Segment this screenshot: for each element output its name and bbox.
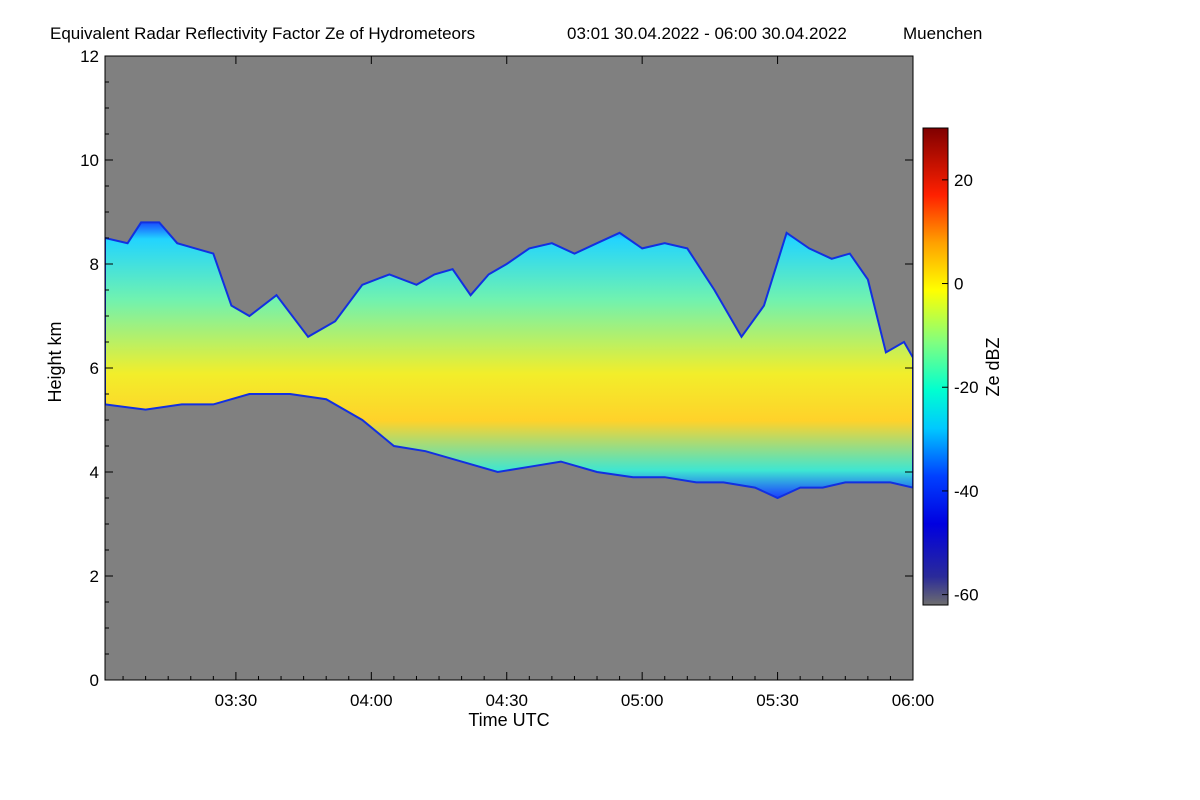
colorbar-ticks: -60 -40 -20 0 20 <box>942 171 979 605</box>
chart-time-range: 03:01 30.04.2022 - 06:00 30.04.2022 <box>567 24 847 43</box>
chart-title: Equivalent Radar Reflectivity Factor Ze … <box>50 24 475 43</box>
x-axis-label: Time UTC <box>468 710 549 730</box>
colorbar-tick-label: 20 <box>954 171 973 190</box>
x-tick-label: 05:00 <box>621 691 664 710</box>
cloud-layer-group <box>105 221 913 500</box>
y-tick-label: 0 <box>90 671 99 690</box>
x-axis-ticks: 03:30 04:00 04:30 05:00 05:30 06:00 <box>122 56 935 710</box>
colorbar-label: Ze dBZ <box>983 337 1003 396</box>
y-axis-ticks: 0 2 4 6 8 10 12 <box>80 47 913 690</box>
y-tick-label: 2 <box>90 567 99 586</box>
y-axis-label: Height km <box>45 321 65 402</box>
colorbar-tick-label: -40 <box>954 482 979 501</box>
y-tick-label: 12 <box>80 47 99 66</box>
colorbar-gradient <box>922 127 949 606</box>
x-tick-label: 05:30 <box>756 691 799 710</box>
x-tick-label: 04:00 <box>350 691 393 710</box>
colorbar-tick-label: 0 <box>954 275 963 294</box>
y-tick-label: 4 <box>90 463 99 482</box>
cloud-layer <box>105 221 913 500</box>
chart-location: Muenchen <box>903 24 982 43</box>
y-tick-label: 6 <box>90 359 99 378</box>
x-tick-label: 06:00 <box>892 691 935 710</box>
y-tick-label: 10 <box>80 151 99 170</box>
colorbar-tick-label: -20 <box>954 378 979 397</box>
x-tick-label: 04:30 <box>485 691 528 710</box>
plot-area: 03:30 04:00 04:30 05:00 05:30 06:00 0 2 4 6 8 10 12 <box>80 47 934 710</box>
x-tick-label: 03:30 <box>215 691 258 710</box>
colorbar-tick-label: -60 <box>954 586 979 605</box>
y-tick-label: 8 <box>90 255 99 274</box>
colorbar: -60 -40 -20 0 20 Ze dBZ <box>922 127 1003 606</box>
